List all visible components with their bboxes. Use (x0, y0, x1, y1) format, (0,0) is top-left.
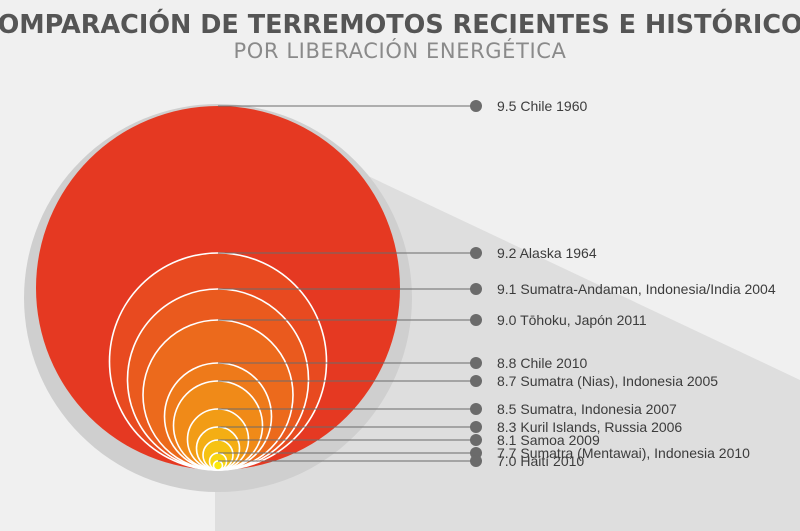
leader-lines (218, 100, 482, 467)
leader-dot (470, 375, 482, 387)
label-9: 9.0 Tōhoku, Japón 2011 (497, 312, 647, 328)
label-8-3: 8.3 Kuril Islands, Russia 2006 (497, 419, 682, 435)
leader-dot (470, 455, 482, 467)
label-8-7: 8.7 Sumatra (Nias), Indonesia 2005 (497, 373, 718, 389)
chart-subtitle: POR LIBERACIÓN ENERGÉTICA (234, 38, 567, 63)
leader-dot (470, 247, 482, 259)
label-8-8: 8.8 Chile 2010 (497, 355, 588, 371)
chart-title: COMPARACIÓN DE TERREMOTOS RECIENTES E HI… (0, 9, 800, 40)
magnitude-labels: 9.5 Chile 1960 9.2 Alaska 1964 9.1 Sumatra… (497, 98, 776, 469)
label-7-7: 7.7 Sumatra (Mentawai), Indonesia 2010 (497, 445, 750, 461)
label-9-1: 9.1 Sumatra-Andaman, Indonesia/India 200… (497, 281, 776, 297)
label-8-5: 8.5 Sumatra, Indonesia 2007 (497, 401, 677, 417)
leader-dot (470, 314, 482, 326)
circle-7 (212, 460, 224, 471)
label-7: 7.0 Haití 2010 (497, 453, 584, 469)
leader-dot (470, 357, 482, 369)
label-9-5: 9.5 Chile 1960 (497, 98, 588, 114)
leader-dot (470, 421, 482, 433)
leader-dot (470, 434, 482, 446)
label-8-1: 8.1 Samoa 2009 (497, 432, 600, 448)
label-9-2: 9.2 Alaska 1964 (497, 245, 597, 261)
leader-dot (470, 403, 482, 415)
magnitude-circles (36, 106, 400, 471)
leader-dot (470, 100, 482, 112)
leader-dot (470, 283, 482, 295)
